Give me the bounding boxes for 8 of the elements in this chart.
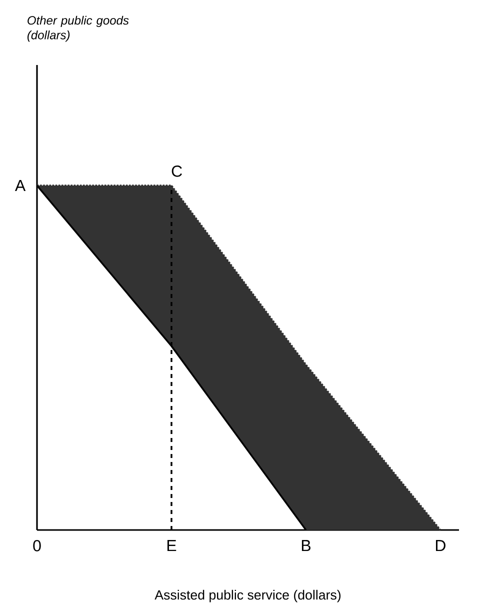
x-axis-title: Assisted public service (dollars) [154,590,341,602]
text: Other public goods (dollars) [28,16,129,42]
x-tick-label: E [167,540,176,552]
annotation: C [172,166,182,177]
annotation: A [14,180,26,192]
x-tick-label: 0 [33,540,41,552]
x-tick-label: B [302,540,310,552]
x-tick-label: D [436,540,446,552]
